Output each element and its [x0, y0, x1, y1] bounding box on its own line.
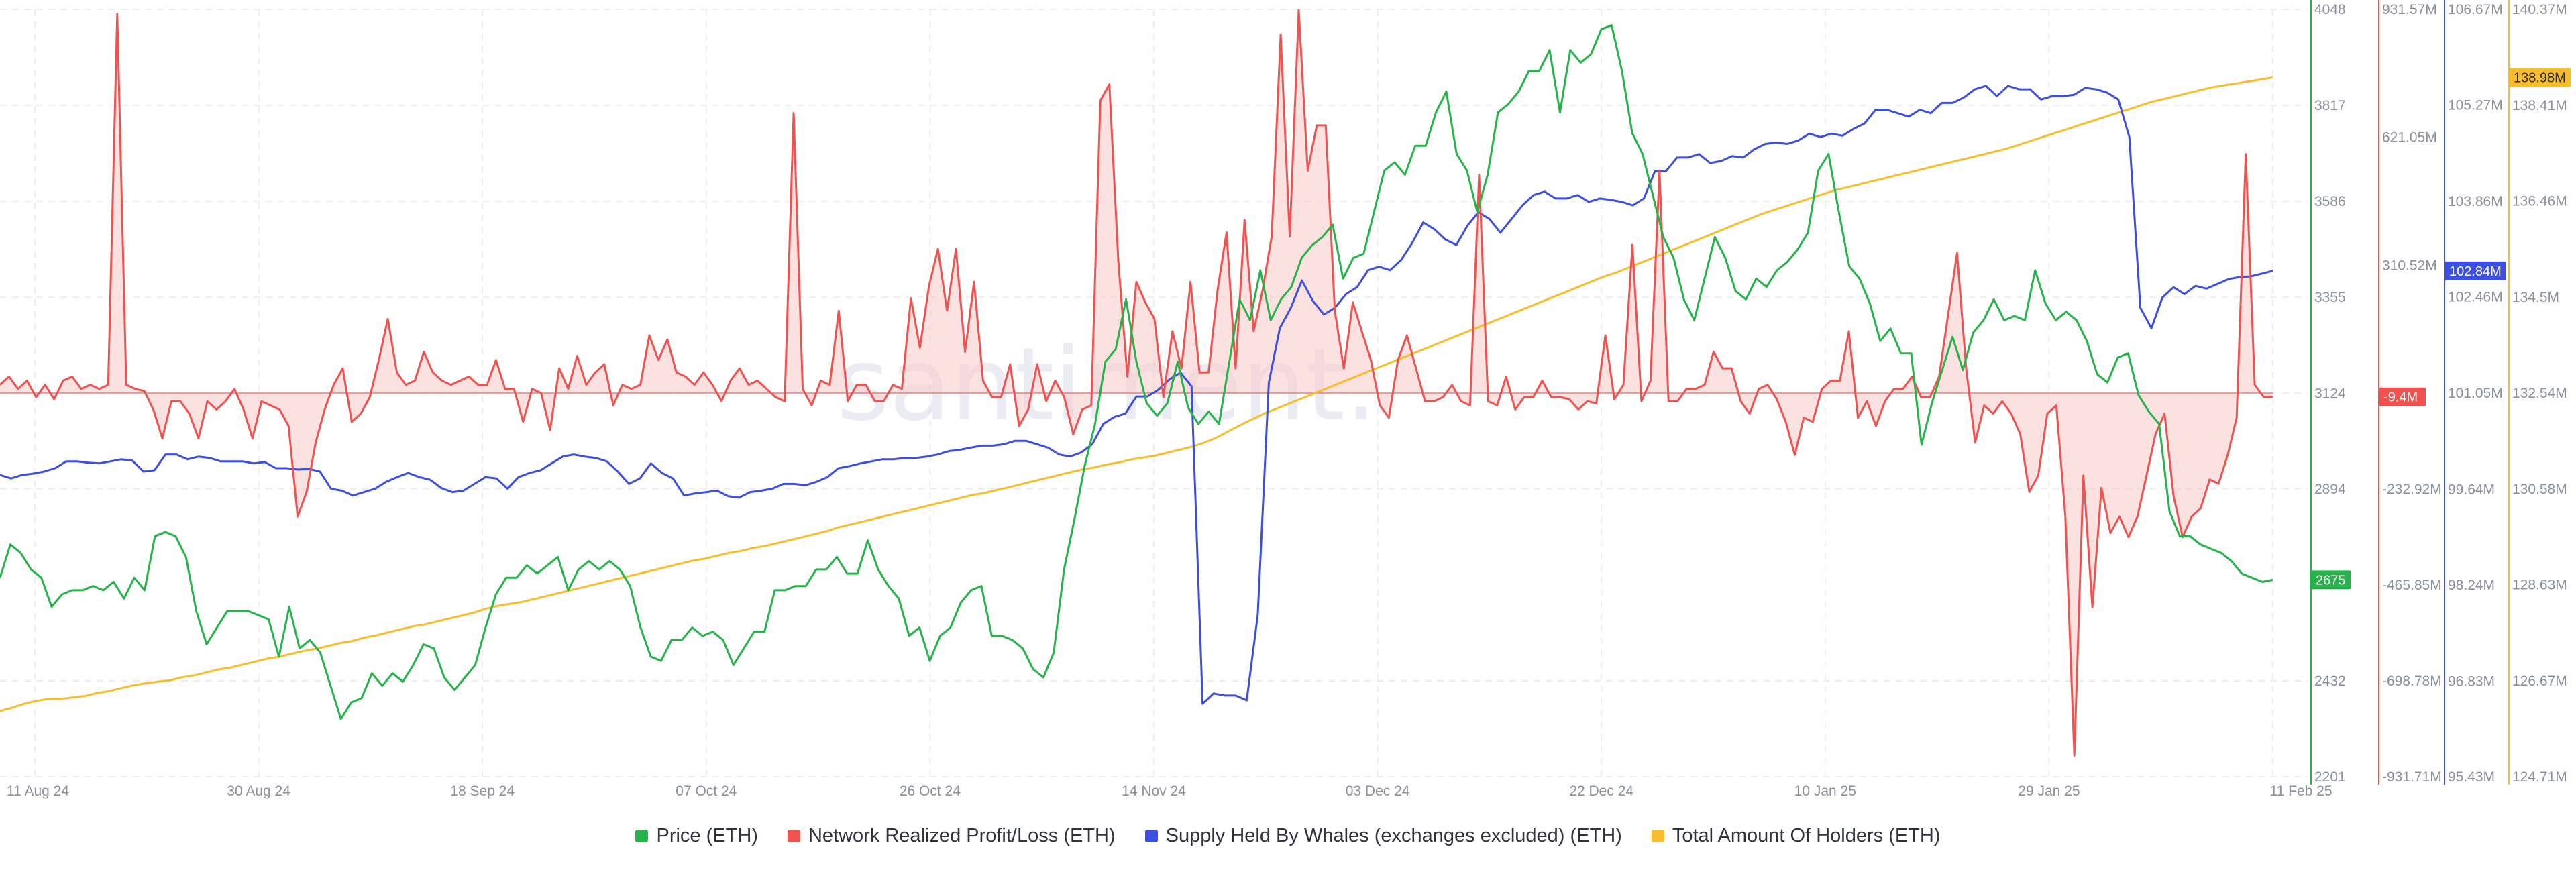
x-tick-label: 07 Oct 24	[676, 783, 737, 799]
legend: Price (ETH) Network Realized Profit/Loss …	[0, 825, 2576, 847]
price-tick-label: 3586	[2314, 194, 2346, 209]
x-tick-label: 22 Dec 24	[1569, 783, 1633, 799]
legend-item-holders[interactable]: Total Amount Of Holders (ETH)	[1652, 825, 1941, 847]
profit-tick-label: 310.52M	[2382, 258, 2437, 273]
x-tick-label: 10 Jan 25	[1794, 783, 1856, 799]
price-value-badge: 2675	[2310, 570, 2351, 589]
whales-value-badge: 102.84M	[2444, 262, 2506, 280]
profit-value-badge: -9.4M	[2378, 388, 2426, 406]
svg-text:-9.4M: -9.4M	[2383, 390, 2418, 405]
holders-tick-label: 132.54M	[2512, 386, 2567, 401]
legend-item-price[interactable]: Price (ETH)	[635, 825, 757, 847]
x-tick-label: 11 Aug 24	[7, 783, 69, 799]
holders-tick-label: 128.63M	[2512, 578, 2567, 593]
price-tick-label: 2201	[2314, 769, 2346, 785]
x-axis-ticks: 11 Aug 24 30 Aug 24 18 Sep 24 07 Oct 24 26 O…	[7, 783, 2332, 799]
whales-tick-label: 102.46M	[2448, 289, 2503, 305]
price-tick-label: 3124	[2314, 386, 2346, 401]
x-tick-label: 29 Jan 25	[2018, 783, 2080, 799]
price-tick-label: 2432	[2314, 673, 2346, 689]
price-tick-label: 2894	[2314, 482, 2346, 497]
legend-label: Total Amount Of Holders (ETH)	[1672, 825, 1941, 847]
price-tick-label: 4048	[2314, 2, 2346, 17]
axes: 4048 3817 3586 3355 3124 2894 2432 2201 931.57M 6…	[2311, 0, 2567, 785]
svg-text:2675: 2675	[2316, 573, 2346, 588]
holders-tick-label: 134.5M	[2512, 290, 2559, 305]
svg-text:102.84M: 102.84M	[2449, 264, 2502, 279]
whales-tick-label: 103.86M	[2448, 194, 2503, 209]
legend-item-profit[interactable]: Network Realized Profit/Loss (ETH)	[788, 825, 1116, 847]
profit-tick-label: 621.05M	[2382, 130, 2437, 146]
holders-tick-label: 140.37M	[2512, 2, 2567, 17]
legend-swatch	[1145, 830, 1158, 842]
x-tick-label: 03 Dec 24	[1346, 783, 1410, 799]
legend-item-whales[interactable]: Supply Held By Whales (exchanges exclude…	[1145, 825, 1622, 847]
holders-tick-label: 136.46M	[2512, 194, 2567, 209]
whales-tick-label: 96.83M	[2448, 674, 2495, 690]
profit-tick-label: -465.85M	[2382, 578, 2442, 593]
legend-swatch	[635, 830, 648, 842]
value-badges: 2675 -9.4M 102.84M 138.98M	[2310, 68, 2571, 590]
whales-tick-label: 98.24M	[2448, 578, 2495, 593]
whales-tick-label: 106.67M	[2448, 2, 2503, 17]
profit-tick-label: -232.92M	[2382, 482, 2442, 497]
chart: santiment. 40483817358633553124289424322…	[0, 0, 2576, 825]
holders-tick-label: 130.58M	[2512, 482, 2567, 497]
x-tick-label: 14 Nov 24	[1122, 783, 1186, 799]
x-tick-label: 18 Sep 24	[450, 783, 515, 799]
holders-value-badge: 138.98M	[2508, 68, 2571, 87]
legend-label: Price (ETH)	[656, 825, 757, 847]
legend-label: Network Realized Profit/Loss (ETH)	[808, 825, 1116, 847]
holders-tick-label: 126.67M	[2512, 673, 2567, 689]
legend-swatch	[788, 830, 800, 842]
x-tick-label: 26 Oct 24	[900, 783, 961, 799]
whales-tick-label: 101.05M	[2448, 386, 2503, 401]
svg-text:138.98M: 138.98M	[2514, 71, 2566, 86]
price-tick-label: 3817	[2314, 98, 2346, 113]
holders-tick-label: 124.71M	[2512, 769, 2567, 785]
whales-tick-label: 95.43M	[2448, 769, 2495, 785]
profit-tick-label: 931.57M	[2382, 2, 2437, 17]
x-tick-label: 30 Aug 24	[227, 783, 290, 799]
whales-tick-label: 105.27M	[2448, 97, 2503, 113]
x-tick-label: 11 Feb 25	[2269, 783, 2332, 799]
profit-tick-label: -931.71M	[2382, 769, 2442, 785]
profit-tick-label: -698.78M	[2382, 673, 2442, 689]
legend-label: Supply Held By Whales (exchanges exclude…	[1166, 825, 1622, 847]
whales-tick-label: 99.64M	[2448, 482, 2495, 498]
holders-tick-label: 138.41M	[2512, 98, 2567, 113]
legend-swatch	[1652, 830, 1664, 842]
price-tick-label: 3355	[2314, 290, 2346, 305]
